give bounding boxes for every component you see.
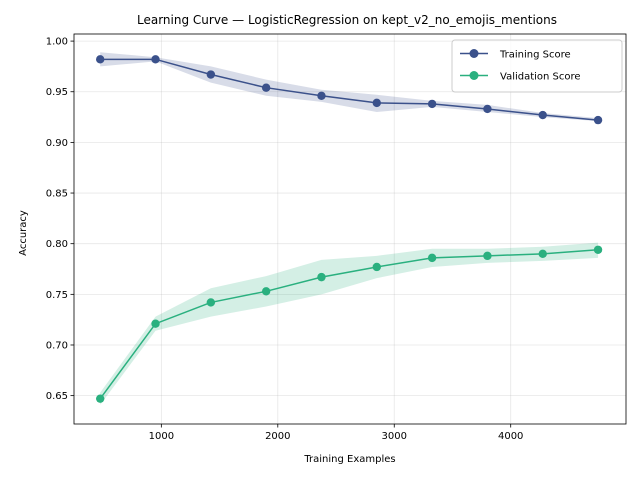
x-tick-label: 2000 bbox=[265, 431, 290, 442]
series-1-point bbox=[538, 249, 547, 259]
series-0-point bbox=[593, 115, 603, 125]
confidence-bands bbox=[100, 52, 599, 405]
series-0-point bbox=[261, 83, 271, 92]
series-1-point bbox=[427, 253, 437, 263]
y-axis-label: Accuracy bbox=[18, 210, 29, 256]
series-1-point bbox=[483, 251, 492, 261]
x-axis-label: Training Examples bbox=[303, 454, 395, 465]
series-line-1 bbox=[99, 249, 599, 400]
series-1-point bbox=[261, 287, 271, 296]
series-0-point bbox=[206, 70, 216, 79]
series-0-point bbox=[538, 110, 547, 120]
x-tick-label: 3000 bbox=[382, 431, 407, 442]
confidence-band-1 bbox=[100, 242, 599, 405]
series-line-0 bbox=[100, 58, 599, 121]
series-1-point bbox=[151, 319, 160, 328]
confidence-band-0 bbox=[100, 52, 599, 122]
y-tick-label: 0.65 bbox=[46, 391, 68, 402]
series-1-point bbox=[96, 394, 105, 403]
y-tick-label: 1.00 bbox=[46, 37, 68, 48]
legend-marker-validation bbox=[469, 71, 479, 80]
legend-label-training: Training Score bbox=[499, 50, 571, 61]
x-axis-ticks: 1000 2000 3000 4000 bbox=[149, 424, 523, 442]
series-lines bbox=[96, 55, 603, 403]
legend-box bbox=[451, 39, 623, 93]
series-1-point bbox=[593, 245, 603, 254]
plot-frame bbox=[73, 33, 627, 425]
series-0-point bbox=[372, 98, 381, 108]
y-tick-label: 0.90 bbox=[46, 138, 68, 149]
axes bbox=[73, 33, 627, 425]
y-tick-label: 0.85 bbox=[46, 189, 68, 200]
legend: Training Score Validation Score bbox=[451, 39, 623, 93]
legend-label-validation: Validation Score bbox=[500, 72, 581, 83]
y-tick-label: 0.95 bbox=[46, 87, 68, 98]
y-tick-label: 0.75 bbox=[46, 290, 68, 301]
x-tick-label: 1000 bbox=[149, 431, 174, 442]
y-tick-label: 0.70 bbox=[46, 340, 68, 351]
series-0-point bbox=[427, 99, 437, 109]
series-1-point bbox=[206, 298, 216, 307]
x-tick-label: 4000 bbox=[498, 431, 523, 442]
series-1-point bbox=[317, 272, 326, 282]
series-0-point bbox=[96, 55, 105, 64]
series-0-point bbox=[483, 104, 492, 114]
series-0-point bbox=[151, 55, 160, 64]
series-0-point bbox=[317, 91, 326, 100]
chart-title: Learning Curve — LogisticRegression on k… bbox=[137, 13, 557, 27]
series-1-point bbox=[372, 262, 381, 272]
legend-marker-training bbox=[469, 49, 479, 58]
grid bbox=[74, 34, 626, 424]
y-axis-ticks: 0.65 0.70 0.75 0.80 0.85 0.90 0.95 1.00 bbox=[46, 37, 74, 402]
y-tick-label: 0.80 bbox=[46, 239, 68, 250]
